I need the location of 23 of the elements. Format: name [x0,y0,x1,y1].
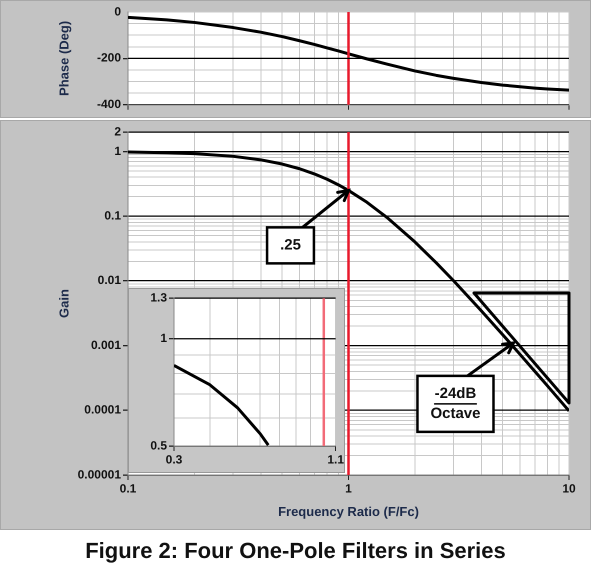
y-axis-title: Phase (Deg) [56,20,72,96]
y-tick-label: 0.0001 [84,402,122,417]
y-axis-title: Gain [56,289,72,318]
y-tick-label: 1 [114,144,122,158]
x-tick-label: 10 [562,482,576,496]
y-tick-label: 1 [160,331,168,346]
y-tick-label: 0 [114,4,122,18]
y-tick-label: 1.3 [150,290,168,305]
x-tick-label: 1 [345,482,352,496]
x-tick-label: 0.3 [166,452,183,467]
y-tick-label: 0.1 [104,208,122,222]
y-tick-label: -200 [96,50,122,65]
x-axis-title: Frequency Ratio (F/Fc) [278,504,419,519]
y-tick-label: -400 [96,97,122,112]
y-tick-label: 0.00001 [78,467,122,482]
y-tick-label: 0.5 [150,438,168,452]
y-tick-label: 0.01 [98,273,122,288]
text: Figure 2: Four One-Pole Filters in Series [84,538,507,564]
y-tick-label: 2 [114,124,122,138]
y-tick-label: 0.001 [90,338,122,352]
x-tick-label: 1.1 [327,452,344,467]
annotation: .25 [280,236,301,254]
annotation: -24dB Octave [430,385,480,422]
